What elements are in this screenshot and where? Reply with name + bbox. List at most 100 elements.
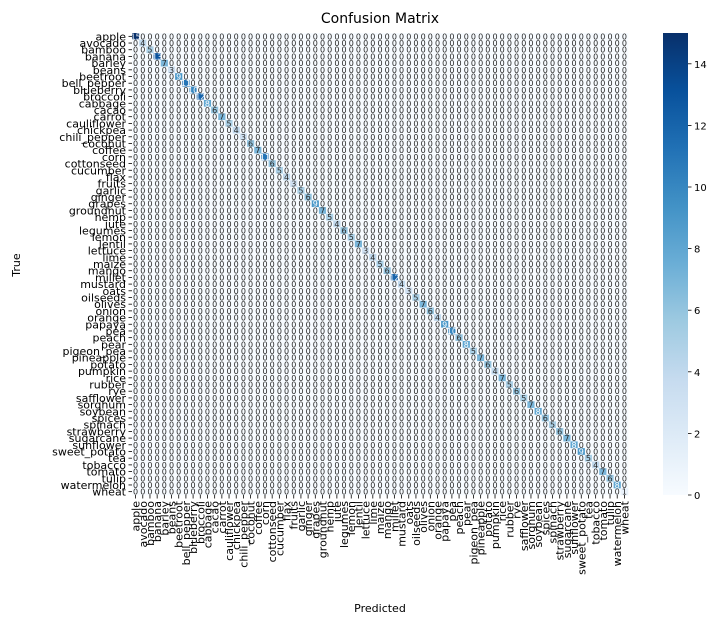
heatmap-cell xyxy=(383,86,392,94)
heatmap-cell xyxy=(491,86,499,94)
heatmap-cell xyxy=(491,59,499,67)
heatmap-cell xyxy=(505,53,514,61)
heatmap-cell xyxy=(139,93,147,101)
heatmap-cell xyxy=(469,113,478,121)
heatmap-cell xyxy=(247,59,255,67)
heatmap-cell xyxy=(433,99,442,107)
heatmap-cell xyxy=(405,33,413,40)
heatmap-cell xyxy=(606,99,614,107)
heatmap-cell xyxy=(534,39,543,47)
heatmap-cell xyxy=(570,66,578,74)
heatmap-cell xyxy=(448,39,456,47)
heatmap-cell xyxy=(146,33,154,40)
heatmap-cell xyxy=(505,73,514,81)
heatmap-cell xyxy=(261,113,269,121)
heatmap-cell xyxy=(275,59,284,67)
heatmap-cell xyxy=(491,113,499,121)
heatmap-cell xyxy=(577,86,586,94)
heatmap-cell xyxy=(139,33,147,40)
heatmap-cell xyxy=(584,99,593,107)
heatmap-cell xyxy=(613,46,622,54)
heatmap-cell xyxy=(297,33,305,40)
heatmap-cell xyxy=(433,106,442,114)
heatmap-cell xyxy=(225,93,233,101)
heatmap-cell xyxy=(347,126,356,134)
heatmap-cell xyxy=(412,46,420,54)
heatmap-cell xyxy=(275,86,284,94)
heatmap-cell xyxy=(599,66,607,74)
heatmap-cell xyxy=(599,120,607,128)
heatmap-cell xyxy=(326,99,334,107)
heatmap-cell xyxy=(390,86,399,94)
heatmap-cell xyxy=(541,79,550,87)
heatmap-cell xyxy=(340,66,348,74)
heatmap-cell xyxy=(318,93,327,101)
heatmap-cell xyxy=(268,93,277,101)
heatmap-cell xyxy=(239,86,248,94)
heatmap-cell xyxy=(218,79,226,87)
heatmap-cell xyxy=(412,33,420,40)
heatmap-cell xyxy=(383,106,392,114)
heatmap-cell xyxy=(362,99,370,107)
heatmap-cell xyxy=(297,99,305,107)
heatmap-cell xyxy=(203,73,212,81)
heatmap-cell xyxy=(592,46,600,54)
heatmap-cell xyxy=(441,59,449,67)
heatmap-cell xyxy=(477,99,485,107)
heatmap-cell xyxy=(484,120,492,128)
heatmap-cell xyxy=(354,113,363,121)
heatmap-cell xyxy=(577,79,586,87)
heatmap-cell xyxy=(419,73,428,81)
heatmap-cell xyxy=(397,113,406,121)
heatmap-cell xyxy=(584,73,593,81)
heatmap-cell xyxy=(247,113,255,121)
heatmap-cell xyxy=(498,59,507,67)
heatmap-cell xyxy=(397,79,406,87)
heatmap-cell xyxy=(541,99,550,107)
heatmap-cell xyxy=(491,39,499,47)
heatmap-cell xyxy=(397,106,406,114)
heatmap-cell xyxy=(203,46,212,54)
heatmap-cell xyxy=(570,73,578,81)
heatmap-cell xyxy=(462,106,471,114)
heatmap-cell xyxy=(362,66,370,74)
heatmap-cell xyxy=(599,106,607,114)
heatmap-cell xyxy=(584,86,593,94)
heatmap-cell xyxy=(433,33,442,40)
heatmap-cell xyxy=(203,79,212,87)
heatmap-cell xyxy=(182,93,190,101)
heatmap-cell xyxy=(512,106,521,114)
heatmap-cell xyxy=(354,46,363,54)
heatmap-cell xyxy=(132,39,140,47)
heatmap-cell xyxy=(556,66,564,74)
heatmap-cell xyxy=(592,59,600,67)
heatmap-cell xyxy=(620,106,629,114)
heatmap-cell xyxy=(376,66,384,74)
heatmap-cell xyxy=(484,33,492,40)
heatmap-cell xyxy=(311,99,320,107)
heatmap-cell xyxy=(592,120,600,128)
heatmap-cell xyxy=(297,106,305,114)
heatmap-cell xyxy=(311,106,320,114)
heatmap-cell xyxy=(556,93,564,101)
heatmap-cell xyxy=(333,39,341,47)
heatmap-cell xyxy=(455,46,463,54)
heatmap-cell xyxy=(369,33,377,40)
heatmap-cell xyxy=(498,79,507,87)
heatmap-cell xyxy=(132,126,140,134)
heatmap-cell xyxy=(211,86,219,94)
heatmap-cell xyxy=(247,33,255,40)
heatmap-cell xyxy=(606,106,614,114)
heatmap-cell xyxy=(448,46,456,54)
heatmap-cell xyxy=(239,106,248,114)
heatmap-cell xyxy=(132,53,140,61)
heatmap-cell xyxy=(239,73,248,81)
heatmap-cell xyxy=(311,126,320,134)
heatmap-cell xyxy=(340,93,348,101)
heatmap-cell xyxy=(203,53,212,61)
heatmap-cell xyxy=(153,59,162,67)
heatmap-cell xyxy=(160,59,169,67)
heatmap-cell xyxy=(577,66,586,74)
heatmap-cell xyxy=(354,86,363,94)
heatmap-cell xyxy=(433,86,442,94)
